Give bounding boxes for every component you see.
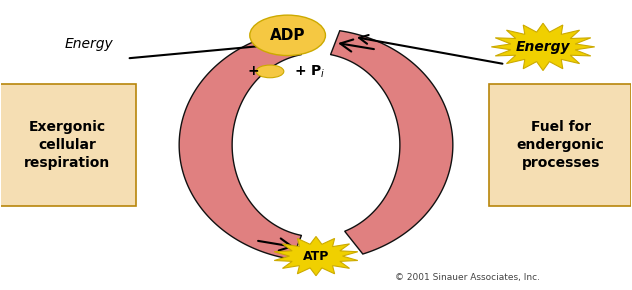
Text: Energy: Energy (516, 40, 570, 54)
Text: © 2001 Sinauer Associates, Inc.: © 2001 Sinauer Associates, Inc. (395, 273, 540, 282)
Ellipse shape (250, 15, 325, 55)
Text: ADP: ADP (270, 28, 305, 43)
Polygon shape (491, 23, 595, 70)
Text: Fuel for
endergonic
processes: Fuel for endergonic processes (517, 119, 605, 171)
Circle shape (256, 65, 284, 78)
FancyBboxPatch shape (0, 84, 137, 206)
Text: + P$_i$: + P$_i$ (294, 63, 325, 79)
Text: Exergonic
cellular
respiration: Exergonic cellular respiration (24, 119, 110, 171)
Polygon shape (331, 31, 453, 254)
Polygon shape (274, 236, 358, 276)
Text: Energy: Energy (64, 37, 113, 51)
FancyBboxPatch shape (489, 84, 631, 206)
Text: +: + (247, 64, 258, 78)
Polygon shape (179, 31, 301, 259)
Text: ATP: ATP (303, 250, 329, 263)
